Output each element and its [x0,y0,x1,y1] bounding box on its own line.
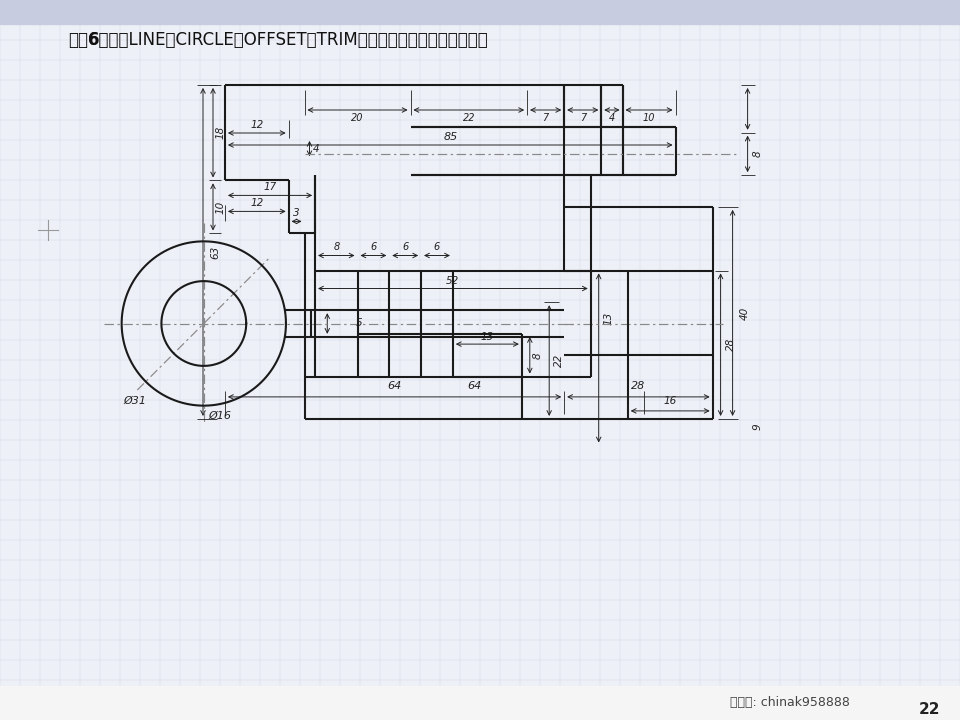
Text: 63: 63 [210,246,220,258]
Text: 6: 6 [434,243,440,253]
Text: 28: 28 [726,338,735,351]
Text: 8: 8 [533,352,542,359]
Text: Ø31: Ø31 [124,396,147,405]
Text: 52: 52 [446,276,460,286]
Text: 微信号: chinak958888: 微信号: chinak958888 [730,696,850,708]
Text: 16: 16 [663,396,677,406]
Text: 20: 20 [351,113,364,123]
Text: 练习6：利用LINE、CIRCLE、OFFSET及TRIM等命令绘制下图所示的图形。: 练习6：利用LINE、CIRCLE、OFFSET及TRIM等命令绘制下图所示的图… [68,31,488,49]
Text: 85: 85 [444,132,457,142]
Text: 6: 6 [402,243,408,253]
Text: 8: 8 [753,150,762,157]
Text: 7: 7 [542,113,549,123]
Text: 28: 28 [632,381,645,391]
Text: 4: 4 [313,143,320,153]
Text: 22: 22 [920,703,941,718]
Text: 17: 17 [263,182,276,192]
Text: 12: 12 [251,199,263,208]
Text: 6: 6 [371,243,376,253]
Text: 40: 40 [739,306,750,320]
Text: 6: 6 [88,31,100,49]
Text: 5: 5 [356,318,362,328]
Text: 12: 12 [251,120,263,130]
Text: 64: 64 [388,381,401,391]
Text: 13: 13 [481,332,494,342]
Text: 8: 8 [333,243,340,253]
Text: 9: 9 [753,423,762,430]
Bar [0,0,960,24]
Text: Ø16: Ø16 [209,410,231,420]
Bar [0,686,960,720]
Text: 22: 22 [463,113,475,123]
Text: 13: 13 [604,312,613,325]
Text: 10: 10 [216,200,226,214]
Text: 3: 3 [293,208,300,218]
Text: 18: 18 [216,126,226,140]
Text: 64: 64 [467,381,481,391]
Text: 4: 4 [609,113,615,123]
Text: 10: 10 [643,113,656,123]
Text: 7: 7 [580,113,586,123]
Text: 22: 22 [554,354,564,367]
